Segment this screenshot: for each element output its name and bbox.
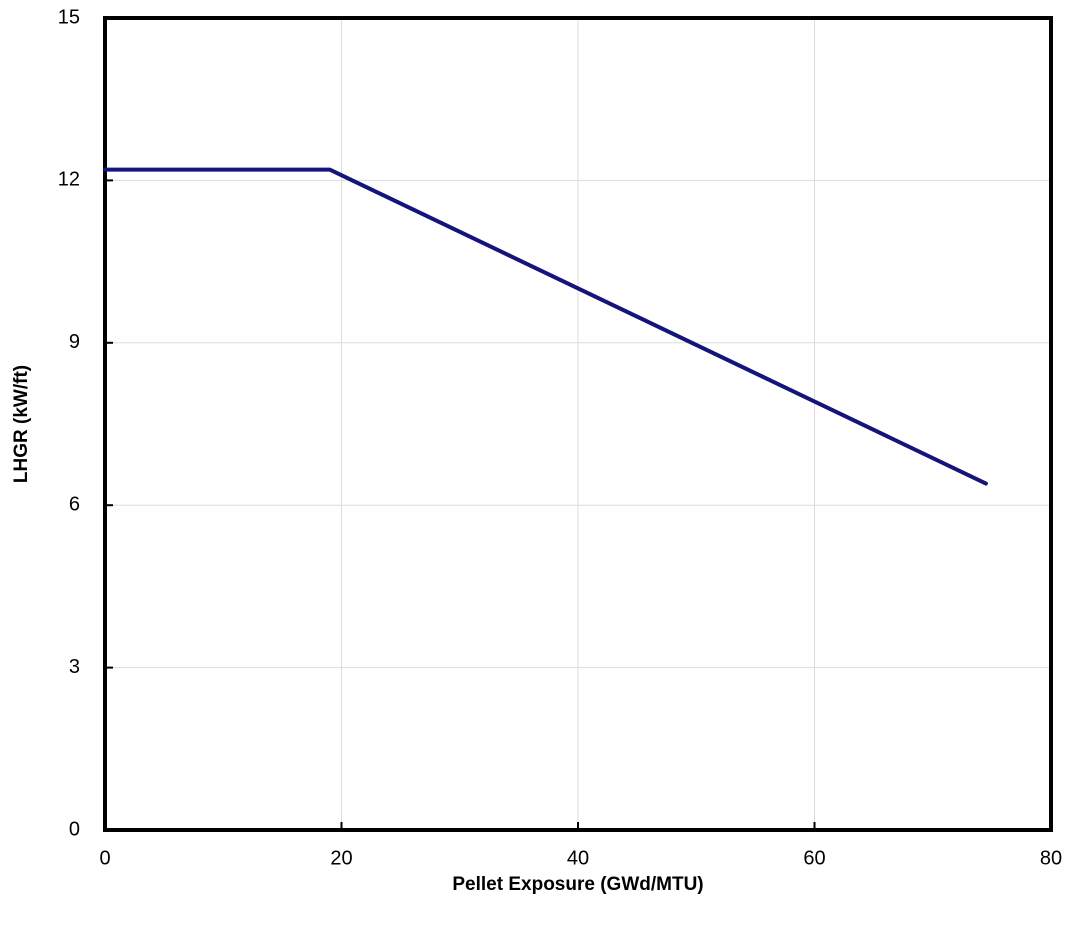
x-tick-label: 40 [567, 847, 589, 869]
x-axis-title: Pellet Exposure (GWd/MTU) [452, 874, 703, 895]
y-tick-label: 12 [58, 169, 80, 191]
y-tick-label: 6 [69, 493, 80, 515]
x-tick-label: 20 [330, 847, 352, 869]
y-axis-title: LHGR (kW/ft) [11, 365, 32, 483]
x-tick-label: 60 [803, 847, 825, 869]
plot-frame [103, 16, 1053, 832]
data-line [103, 167, 988, 486]
y-tick-label: 9 [69, 331, 80, 353]
x-tick-label: 80 [1040, 847, 1062, 869]
y-tick-label: 0 [69, 818, 80, 840]
y-tick-label: 3 [69, 656, 80, 678]
y-tick-label: 15 [58, 6, 80, 28]
x-tick-label: 0 [99, 847, 110, 869]
